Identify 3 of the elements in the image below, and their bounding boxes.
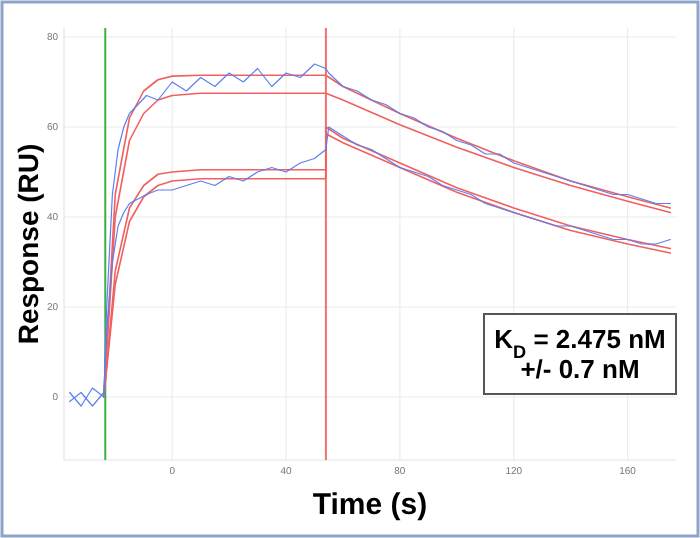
x-axis-title: Time (s) xyxy=(312,488,428,522)
y-axis-title: Response (RU) xyxy=(12,143,44,345)
annotation: K$_{D}$ = 2.475 nM xyxy=(494,324,666,362)
